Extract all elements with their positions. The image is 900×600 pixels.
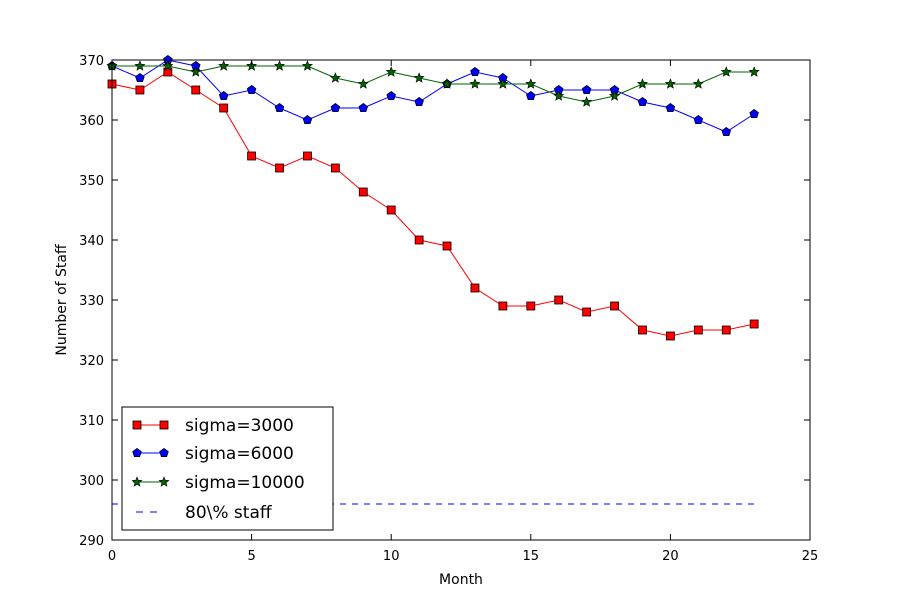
data-point <box>135 85 145 95</box>
legend-marker <box>132 448 142 458</box>
legend-marker <box>131 476 143 487</box>
data-point <box>303 151 312 161</box>
data-point <box>191 85 201 95</box>
data-point <box>582 307 592 317</box>
data-point <box>358 187 368 197</box>
y-axis-ticks: 290 300 310 320 330 340 350 360 370 <box>79 54 810 549</box>
data-point <box>357 78 369 89</box>
legend-marker <box>159 420 169 430</box>
legend-marker <box>132 420 142 430</box>
data-point <box>498 301 508 311</box>
data-point <box>246 85 257 95</box>
data-point <box>525 78 537 89</box>
series-line <box>112 65 755 103</box>
data-point <box>273 60 286 71</box>
data-point <box>386 205 396 215</box>
legend-box <box>121 406 334 531</box>
data-point <box>414 235 424 245</box>
y-tick-label: 300 <box>79 474 104 489</box>
data-point <box>581 85 592 95</box>
legend-label: 80\% staff <box>185 503 273 523</box>
x-tick-label: 10 <box>383 549 400 564</box>
data-point <box>609 90 621 101</box>
series-layer <box>106 55 760 505</box>
y-tick-label: 360 <box>79 114 104 129</box>
data-point <box>162 60 174 71</box>
data-point <box>302 115 313 125</box>
data-point <box>247 151 257 161</box>
data-point <box>693 115 704 125</box>
x-tick-label: 20 <box>662 549 679 564</box>
y-tick-label: 310 <box>79 414 104 429</box>
data-point <box>413 72 425 83</box>
data-point <box>469 78 481 89</box>
x-axis-label: Month <box>439 572 483 588</box>
data-point <box>721 325 731 335</box>
data-point <box>385 66 397 77</box>
data-point <box>386 91 396 101</box>
y-tick-label: 370 <box>79 54 104 69</box>
data-point <box>526 301 536 311</box>
series-line <box>111 71 755 337</box>
data-point <box>749 319 759 329</box>
data-point <box>441 78 453 89</box>
data-point <box>692 78 704 89</box>
data-point <box>664 78 676 89</box>
data-point <box>330 163 340 173</box>
data-point <box>636 78 649 89</box>
data-point <box>497 78 509 89</box>
data-point <box>330 103 341 113</box>
data-point <box>135 73 145 83</box>
data-point <box>638 325 647 335</box>
y-axis-label: Number of Staff <box>54 244 70 356</box>
data-point <box>301 60 313 71</box>
data-point <box>190 66 202 77</box>
data-point <box>442 241 452 251</box>
data-point <box>218 91 229 101</box>
series-3 <box>106 60 760 107</box>
data-point <box>134 60 146 71</box>
data-point <box>610 301 619 311</box>
data-point <box>414 97 424 107</box>
y-tick-label: 350 <box>79 174 104 189</box>
data-point <box>693 325 703 335</box>
y-tick-label: 330 <box>79 294 104 309</box>
x-tick-label: 15 <box>523 549 540 564</box>
data-point <box>581 96 593 107</box>
data-point <box>329 72 341 83</box>
legend-label: sigma=3000 <box>185 416 294 436</box>
legend-marker <box>159 448 169 458</box>
data-point <box>274 103 285 113</box>
data-point <box>554 295 564 305</box>
data-point <box>358 103 369 113</box>
legend-label: sigma=10000 <box>185 473 305 493</box>
x-tick-label: 5 <box>247 549 255 564</box>
data-point <box>526 91 536 101</box>
data-point <box>665 103 676 113</box>
x-tick-label: 0 <box>108 549 116 564</box>
data-point <box>275 163 284 173</box>
data-point <box>219 103 229 113</box>
x-tick-label: 25 <box>802 549 819 564</box>
y-tick-label: 340 <box>79 234 104 249</box>
data-point <box>721 127 731 137</box>
data-point <box>666 331 675 341</box>
x-axis-ticks: 0 5 10 15 20 25 <box>108 60 818 564</box>
y-tick-label: 290 <box>79 534 104 549</box>
data-point <box>720 66 732 77</box>
data-point <box>470 283 480 293</box>
series-1 <box>107 67 759 341</box>
data-point <box>470 67 480 77</box>
legend: sigma=3000 sigma=6000 sigma=10000 80\% staf… <box>121 406 334 531</box>
series-line <box>111 59 755 133</box>
data-point <box>553 90 565 101</box>
y-tick-label: 320 <box>79 354 104 369</box>
data-point <box>637 97 648 107</box>
data-point <box>749 109 759 119</box>
data-point <box>748 66 760 77</box>
legend-marker <box>158 476 170 487</box>
legend-label: sigma=6000 <box>185 444 294 464</box>
data-point <box>218 60 230 71</box>
